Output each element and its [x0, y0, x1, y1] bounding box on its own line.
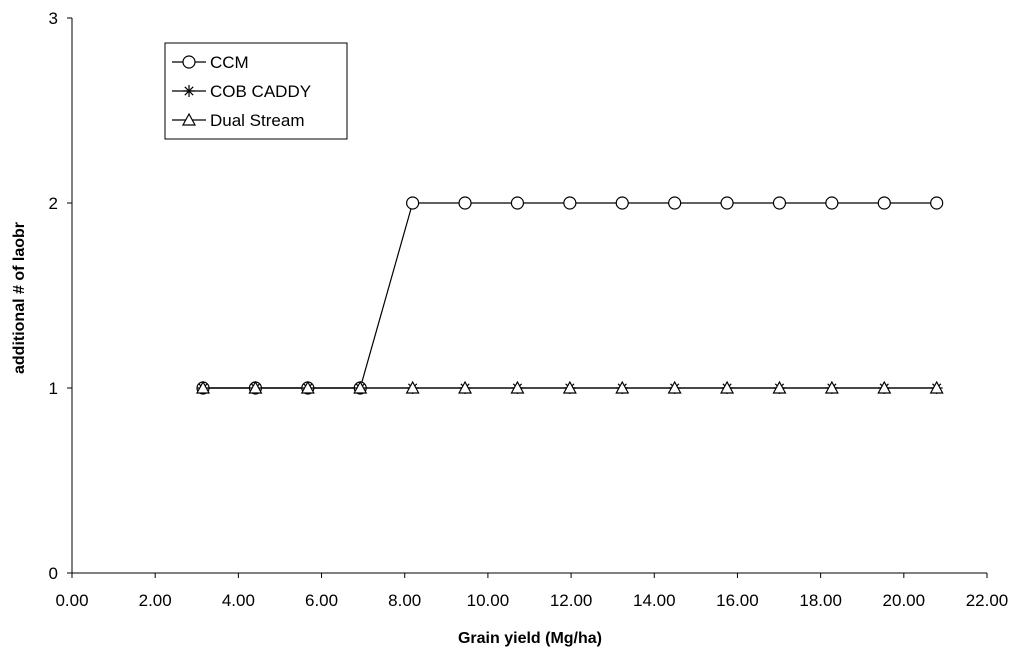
- data-point-dual-stream: [300, 380, 315, 394]
- legend-marker: [181, 112, 197, 126]
- x-tick-label: 20.00: [883, 591, 926, 610]
- data-point-dual-stream: [667, 380, 682, 394]
- y-axis-title: additional # of laobr: [11, 222, 28, 374]
- y-tick-label: 2: [49, 194, 58, 213]
- y-tick-label: 3: [49, 9, 58, 28]
- axes: 0.00 2.00 4.00 6.00 8.00 10.00 12.00 14.00 16.00…: [49, 9, 1009, 610]
- data-point-ccm: [668, 196, 682, 210]
- data-point-dual-stream: [615, 380, 630, 394]
- data-point-ccm: [877, 196, 891, 210]
- data-point-ccm: [458, 196, 472, 210]
- data-point-dual-stream: [772, 380, 787, 394]
- data-point-dual-stream: [353, 380, 368, 394]
- series-markers-dual-stream: [196, 380, 944, 394]
- legend-item-cob-caddy: COB CADDY: [172, 82, 311, 101]
- x-tick-label: 6.00: [305, 591, 338, 610]
- data-point-ccm: [825, 196, 839, 210]
- x-tick-label: 4.00: [222, 591, 255, 610]
- data-point-dual-stream: [877, 380, 892, 394]
- data-point-dual-stream: [510, 380, 525, 394]
- legend-marker: [182, 55, 196, 69]
- data-point-ccm: [563, 196, 577, 210]
- x-tick-label: 0.00: [55, 591, 88, 610]
- x-tick-label: 8.00: [388, 591, 421, 610]
- x-tick-label: 22.00: [966, 591, 1009, 610]
- data-point-ccm: [510, 196, 525, 210]
- data-point-ccm: [720, 196, 734, 210]
- data-point-ccm: [930, 196, 944, 210]
- legend-label: Dual Stream: [210, 111, 304, 130]
- data-point-dual-stream: [458, 380, 473, 394]
- data-point-ccm: [615, 196, 629, 210]
- legend-label: COB CADDY: [210, 82, 311, 101]
- legend-marker: [183, 85, 195, 97]
- data-point-dual-stream: [929, 380, 944, 394]
- data-point-dual-stream: [405, 380, 420, 394]
- x-axis-title: Grain yield (Mg/ha): [458, 630, 602, 647]
- y-tick-label: 1: [49, 379, 58, 398]
- x-tick-label: 12.00: [550, 591, 593, 610]
- x-tick-label: 2.00: [139, 591, 172, 610]
- data-point-dual-stream: [824, 380, 839, 394]
- data-point-dual-stream: [196, 380, 211, 394]
- x-tick-label: 16.00: [716, 591, 759, 610]
- series-line-ccm: [203, 202, 937, 389]
- x-tick-label: 14.00: [633, 591, 676, 610]
- series-markers-ccm: [196, 196, 944, 395]
- x-tick-label: 10.00: [467, 591, 510, 610]
- legend-item-ccm: CCM: [172, 53, 249, 72]
- data-point-dual-stream: [562, 380, 577, 394]
- x-tick-label: 18.00: [799, 591, 842, 610]
- data-point-dual-stream: [248, 380, 263, 394]
- legend-label: CCM: [210, 53, 249, 72]
- y-tick-label: 0: [49, 564, 58, 583]
- series-ccm: [203, 202, 937, 389]
- legend: CCM COB CADDY Dual Stream: [164, 42, 348, 140]
- data-point-ccm: [406, 196, 420, 210]
- data-point-ccm: [772, 196, 787, 210]
- legend-item-dual-stream: Dual Stream: [172, 111, 304, 130]
- plot-area: [196, 196, 944, 395]
- data-point-dual-stream: [720, 380, 735, 394]
